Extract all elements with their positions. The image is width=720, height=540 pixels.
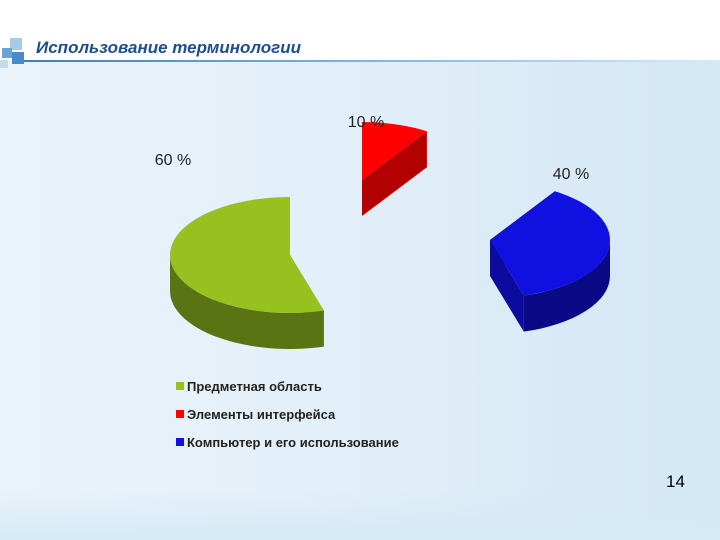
page-title: Использование терминологии [36, 38, 301, 57]
slide-background [0, 60, 720, 540]
slice-computer-usage-top [490, 191, 610, 296]
data-label-slice-subject-area: 60 % [155, 152, 191, 169]
slice-computer-usage-rim [523, 240, 610, 332]
decor-square [0, 60, 8, 68]
slice-subject-area-rim [170, 255, 324, 349]
legend-label: Элементы интерфейса [187, 406, 336, 422]
footer-skyline-band [0, 490, 720, 540]
title-underline [24, 60, 720, 62]
legend-item: Предметная область [176, 372, 399, 400]
legend-item: Компьютер и его использование [176, 428, 399, 456]
legend-item: Элементы интерфейса [176, 400, 399, 428]
slice-interface-elements-top [362, 122, 427, 180]
slice-computer-usage-cut-face [490, 240, 524, 332]
page-number: 14 [666, 472, 685, 491]
pie-chart: 60 % 10 % 40 % [155, 114, 610, 349]
title-bar [0, 0, 720, 62]
slice-interface-elements-cut-face [362, 131, 427, 216]
decor-square [12, 52, 24, 64]
decor-square [2, 48, 12, 58]
legend-swatch-subject [176, 382, 184, 390]
data-label-slice-interface-elements: 10 % [348, 114, 384, 131]
legend-swatch-computer [176, 438, 184, 446]
slice-subject-area-top [170, 197, 324, 313]
legend-swatch-interface [176, 410, 184, 418]
chart-legend: Предметная область Элементы интерфейса К… [176, 372, 399, 456]
legend-label: Предметная область [187, 378, 322, 394]
legend-label: Компьютер и его использование [187, 434, 399, 450]
decor-square [10, 38, 22, 50]
data-label-slice-computer-usage: 40 % [553, 166, 589, 183]
